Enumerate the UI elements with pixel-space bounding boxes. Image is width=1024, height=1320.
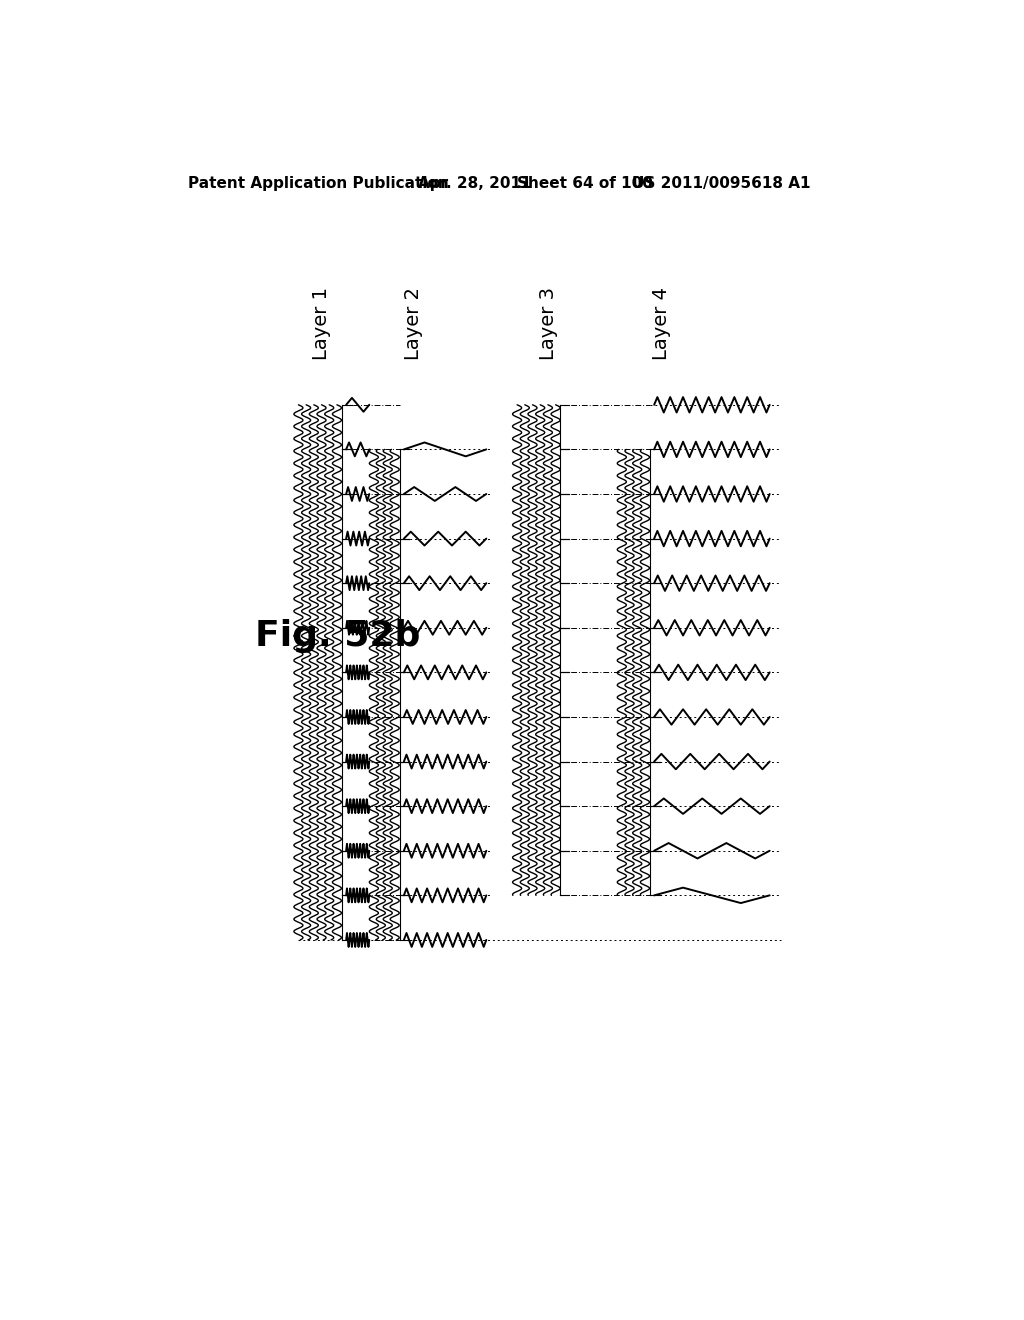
Text: Apr. 28, 2011: Apr. 28, 2011 [418, 177, 531, 191]
Text: Layer 2: Layer 2 [404, 288, 423, 360]
Text: Sheet 64 of 100: Sheet 64 of 100 [517, 177, 653, 191]
Text: US 2011/0095618 A1: US 2011/0095618 A1 [632, 177, 810, 191]
Text: Fig. 52b: Fig. 52b [255, 619, 421, 653]
Text: Layer 3: Layer 3 [540, 288, 558, 360]
Text: Layer 4: Layer 4 [652, 288, 672, 360]
Text: Patent Application Publication: Patent Application Publication [188, 177, 450, 191]
Text: Layer 1: Layer 1 [312, 288, 331, 360]
